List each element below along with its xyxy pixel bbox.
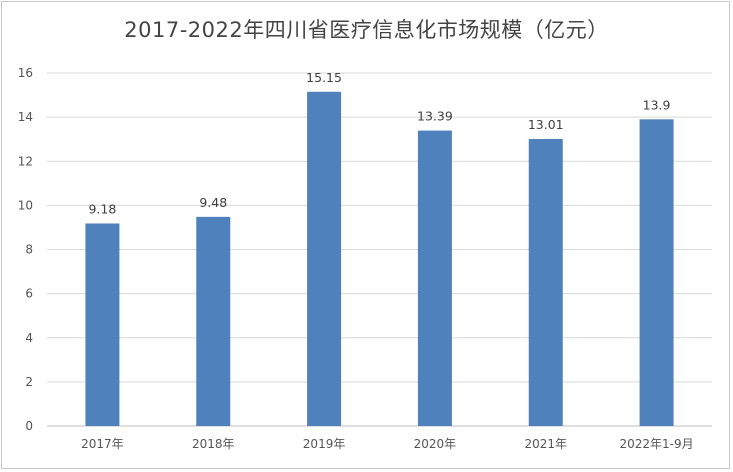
- data-label: 15.15: [306, 70, 342, 85]
- y-tick-label: 12: [18, 154, 33, 168]
- x-axis-ticks: 2017年 2018年 2019年 2020年 2021年 2022年1-9月: [81, 437, 694, 451]
- data-label: 13.39: [417, 109, 453, 124]
- y-tick-label: 14: [18, 110, 33, 124]
- y-tick-label: 16: [18, 66, 33, 80]
- bar: [196, 216, 231, 426]
- data-label: 9.48: [199, 195, 227, 210]
- bar: [417, 130, 452, 426]
- y-tick-label: 6: [25, 287, 33, 301]
- bar: [528, 138, 563, 427]
- y-tick-label: 0: [25, 419, 33, 433]
- y-tick-label: 2: [25, 375, 33, 389]
- y-tick-label: 4: [25, 331, 33, 345]
- data-label: 9.18: [88, 201, 116, 216]
- x-tick-label: 2020年: [414, 437, 457, 451]
- y-axis-ticks: 0 2 4 6 8 10 12 14 16: [18, 66, 33, 433]
- bars: [85, 91, 674, 427]
- x-tick-label: 2019年: [303, 437, 346, 451]
- y-tick-label: 8: [25, 243, 33, 257]
- gridlines: [47, 72, 712, 427]
- x-tick-label: 2017年: [81, 437, 124, 451]
- data-labels: 9.18 9.48 15.15 13.39 13.01 13.9: [88, 70, 670, 217]
- x-tick-label: 2018年: [192, 437, 235, 451]
- y-tick-label: 10: [18, 198, 33, 212]
- data-label: 13.9: [643, 97, 671, 112]
- bar: [85, 223, 120, 426]
- chart-title: 2017-2022年四川省医疗信息化市场规模（亿元）: [124, 18, 609, 42]
- bar: [307, 91, 342, 427]
- x-tick-label: 2022年1-9月: [620, 437, 694, 451]
- data-label: 13.01: [528, 117, 564, 132]
- x-tick-label: 2021年: [524, 437, 567, 451]
- bar: [639, 119, 674, 427]
